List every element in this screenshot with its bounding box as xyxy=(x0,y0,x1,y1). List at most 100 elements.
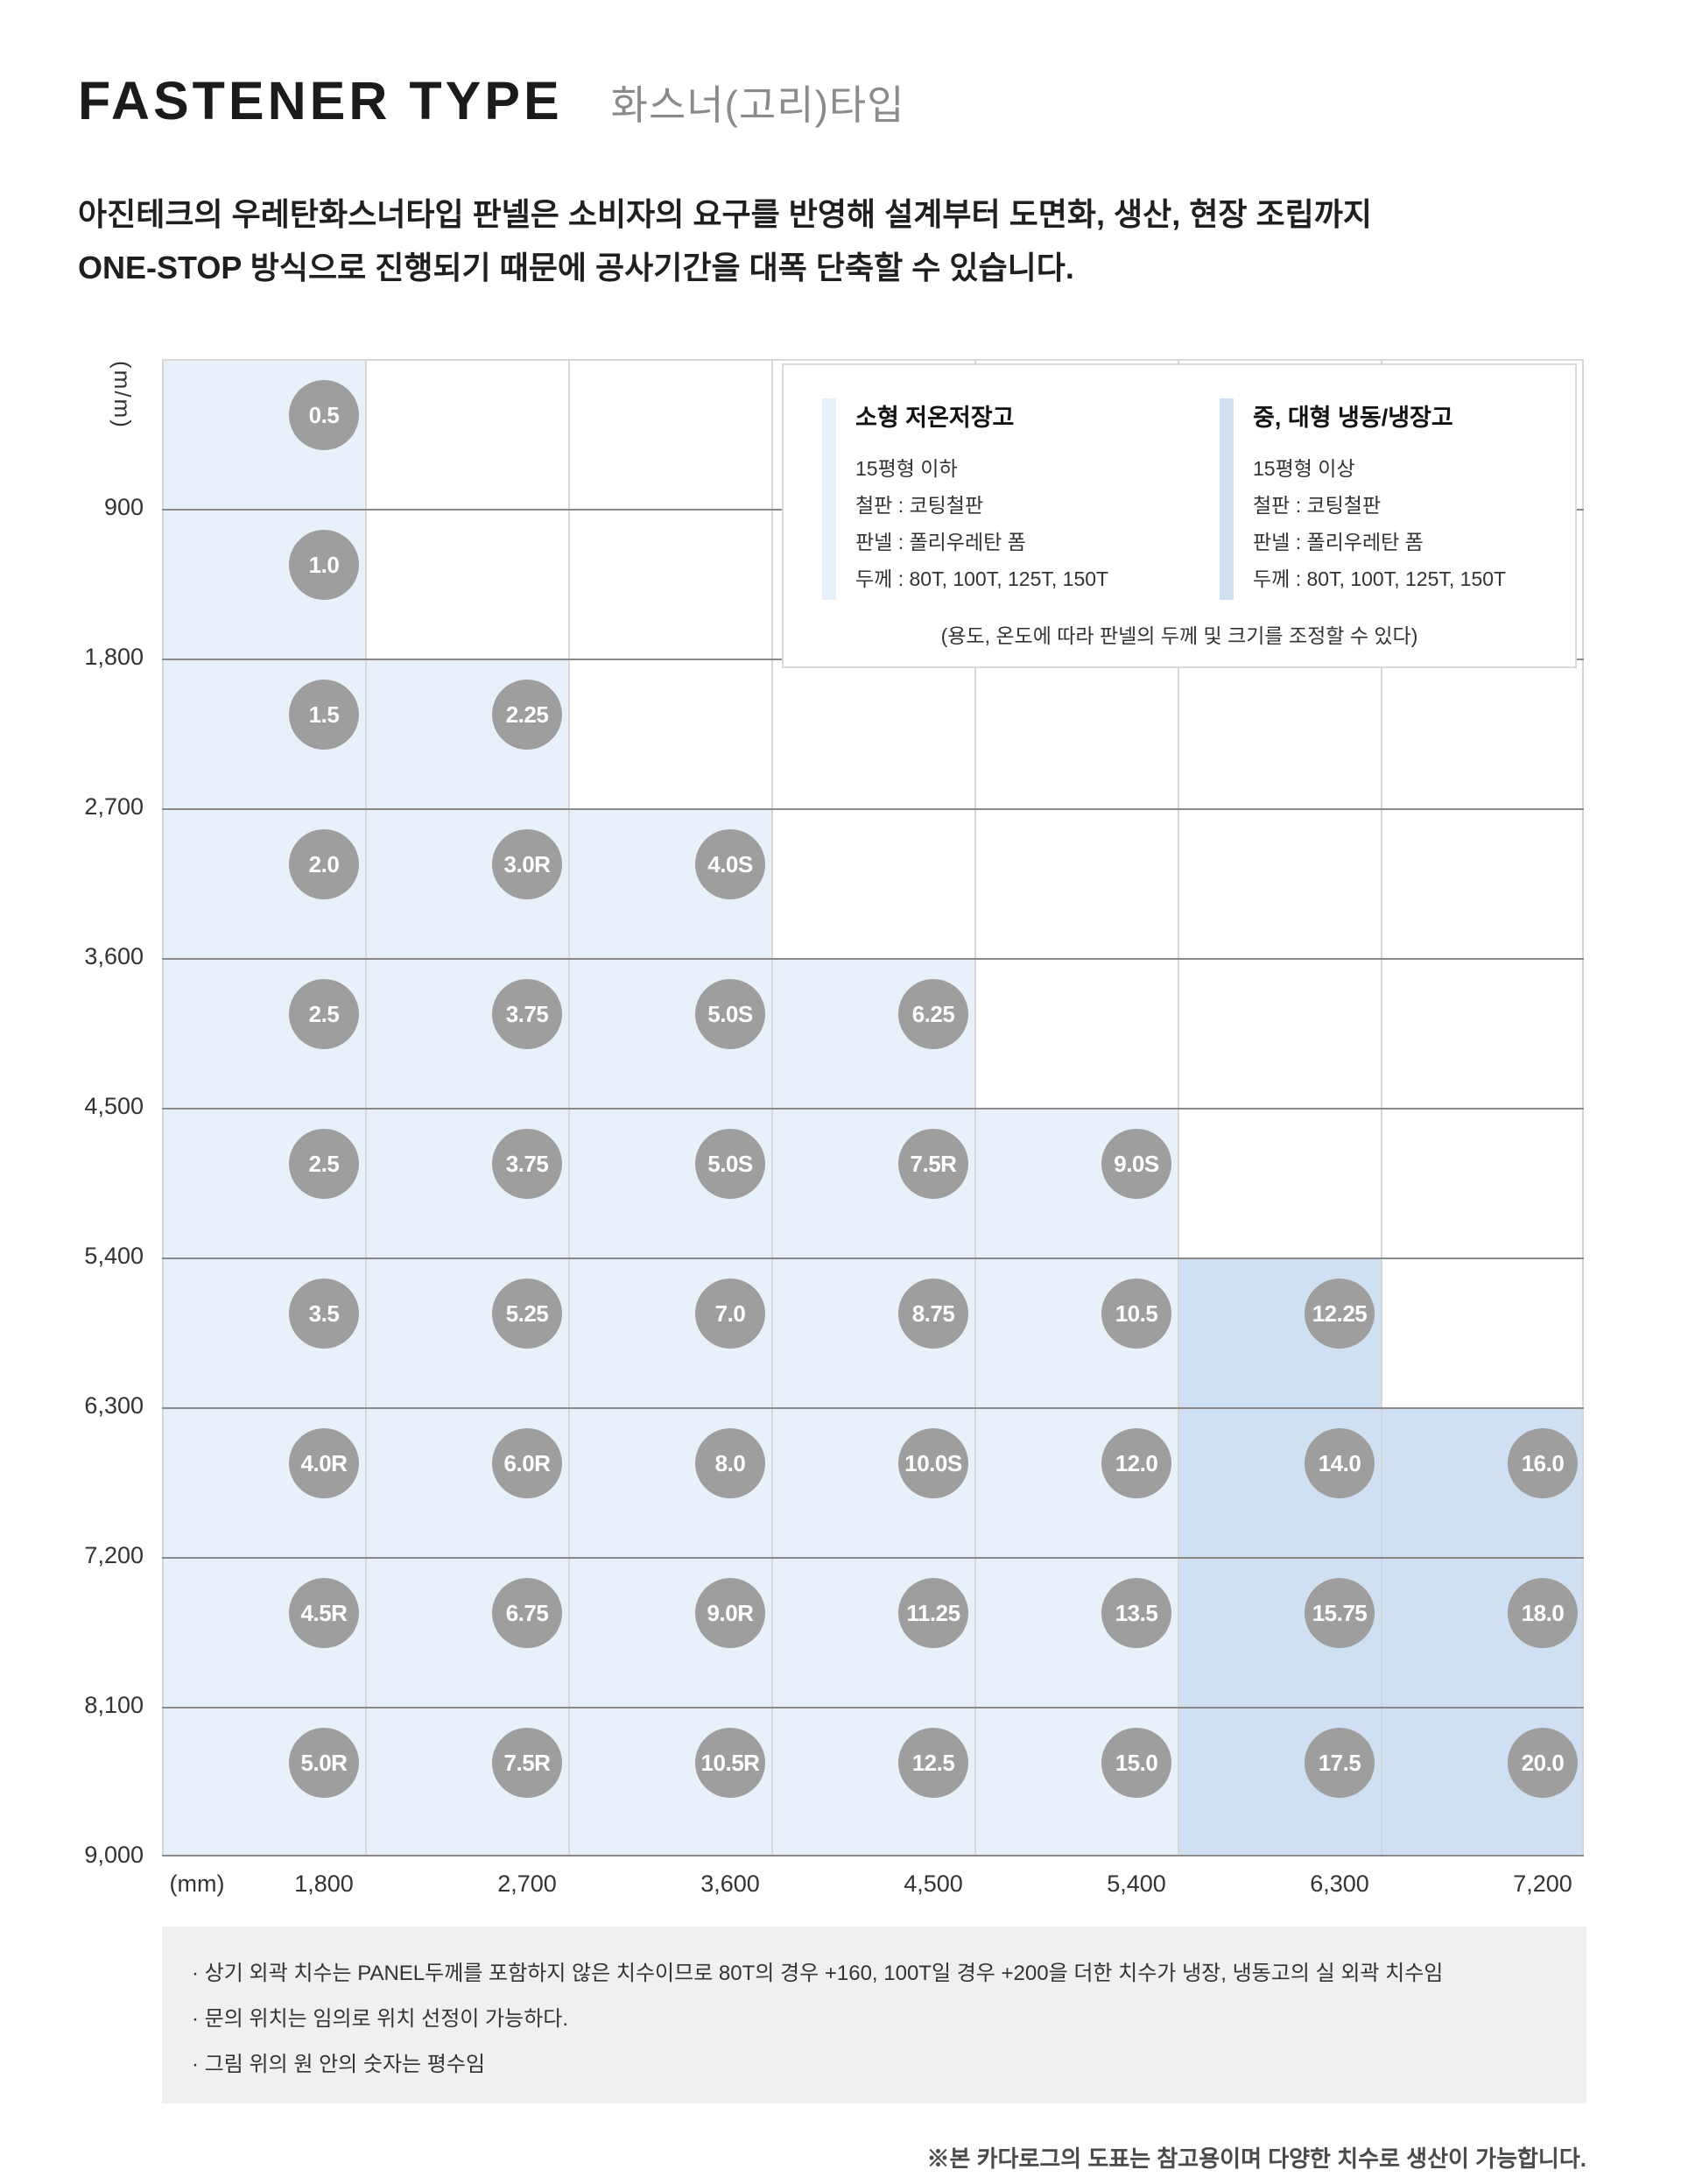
y-tick: 5,400 xyxy=(84,1243,144,1269)
size-circle: 7.5R xyxy=(898,1129,968,1199)
size-circle: 5.0S xyxy=(695,979,765,1049)
size-circle: 4.5R xyxy=(289,1578,359,1648)
size-circle: 5.0R xyxy=(289,1728,359,1798)
legend-line: 15평형 이하 xyxy=(855,457,958,480)
description-line: 아진테크의 우레탄화스너타입 판넬은 소비자의 요구를 반영해 설계부터 도면화… xyxy=(78,196,1372,232)
size-circle: 15.75 xyxy=(1305,1578,1375,1648)
x-tick: 2,700 xyxy=(497,1870,557,1897)
x-tick: 7,200 xyxy=(1513,1870,1572,1897)
size-circle: 9.0R xyxy=(695,1578,765,1648)
size-circle: 2.5 xyxy=(289,1129,359,1199)
size-circle: 8.75 xyxy=(898,1279,968,1349)
size-circle: 7.0 xyxy=(695,1279,765,1349)
y-tick: 900 xyxy=(103,494,144,520)
x-axis-unit: (mm) xyxy=(169,1870,225,1897)
size-circle: 8.0 xyxy=(695,1428,765,1498)
size-circle: 4.0R xyxy=(289,1428,359,1498)
legend-line: 철판 : 코팅철판 xyxy=(855,494,984,517)
notes-box: · 상기 외곽 치수는 PANEL두께를 포함하지 않은 치수이므로 80T의 … xyxy=(162,1927,1586,2103)
legend-swatch-small xyxy=(822,398,836,600)
note-line: · 문의 위치는 임의로 위치 선정이 가능하다. xyxy=(192,2007,569,2031)
grid-hline xyxy=(162,1407,1584,1409)
y-axis-unit: (m/m) xyxy=(109,361,136,429)
size-circle: 12.25 xyxy=(1305,1279,1375,1349)
legend-box: 소형 저온저장고 15평형 이하 철판 : 코팅철판 판넬 : 폴리우레탄 폼 … xyxy=(782,363,1577,668)
grid-hline xyxy=(162,958,1584,960)
grid-hline xyxy=(162,1557,1584,1559)
page-title: FASTENER TYPE xyxy=(78,71,563,130)
page-description: 아진테크의 우레탄화스너타입 판넬은 소비자의 요구를 반영해 설계부터 도면화… xyxy=(78,187,1372,294)
y-tick: 1,800 xyxy=(84,644,144,670)
legend-entry-large: 중, 대형 냉동/냉장고 15평형 이상 철판 : 코팅철판 판넬 : 폴리우레… xyxy=(1220,398,1506,600)
legend-text-large: 중, 대형 냉동/냉장고 15평형 이상 철판 : 코팅철판 판넬 : 폴리우레… xyxy=(1253,398,1506,600)
size-circle: 3.75 xyxy=(492,979,562,1049)
y-tick: 3,600 xyxy=(84,943,144,969)
size-circle: 5.0S xyxy=(695,1129,765,1199)
size-circle: 6.0R xyxy=(492,1428,562,1498)
page-subtitle: 화스너(고리)타입 xyxy=(610,82,905,128)
legend-line: 15평형 이상 xyxy=(1253,457,1355,480)
y-tick: 9,000 xyxy=(84,1842,144,1868)
size-circle: 9.0S xyxy=(1101,1129,1171,1199)
y-tick: 4,500 xyxy=(84,1093,144,1119)
size-circle: 2.0 xyxy=(289,829,359,899)
size-circle: 3.5 xyxy=(289,1279,359,1349)
legend-line: 두께 : 80T, 100T, 125T, 150T xyxy=(855,567,1109,590)
size-circle: 11.25 xyxy=(898,1578,968,1648)
x-tick: 1,800 xyxy=(294,1870,354,1897)
size-circle: 3.0R xyxy=(492,829,562,899)
legend-line: 판넬 : 폴리우레탄 폼 xyxy=(855,531,1026,553)
grid-hline xyxy=(162,1855,1584,1856)
grid-hline xyxy=(162,808,1584,810)
legend-line: 철판 : 코팅철판 xyxy=(1253,494,1382,517)
size-circle: 17.5 xyxy=(1305,1728,1375,1798)
size-circle: 0.5 xyxy=(289,380,359,450)
y-tick: 6,300 xyxy=(84,1392,144,1419)
x-tick: 3,600 xyxy=(700,1870,760,1897)
size-circle: 1.0 xyxy=(289,530,359,600)
size-circle: 13.5 xyxy=(1101,1578,1171,1648)
y-tick: 2,700 xyxy=(84,793,144,820)
size-circle: 2.25 xyxy=(492,680,562,750)
disclaimer: ※본 카다로그의 도표는 참고용이며 다양한 치수로 생산이 가능합니다. xyxy=(926,2145,1586,2172)
size-circle: 12.5 xyxy=(898,1728,968,1798)
y-tick: 8,100 xyxy=(84,1692,144,1718)
legend-line: 판넬 : 폴리우레탄 폼 xyxy=(1253,531,1424,553)
size-circle: 7.5R xyxy=(492,1728,562,1798)
size-circle: 20.0 xyxy=(1508,1728,1578,1798)
size-circle: 10.5R xyxy=(695,1728,765,1798)
size-circle: 4.0S xyxy=(695,829,765,899)
x-tick: 4,500 xyxy=(904,1870,963,1897)
y-tick: 7,200 xyxy=(84,1542,144,1568)
legend-title: 중, 대형 냉동/냉장고 xyxy=(1253,405,1453,431)
size-circle: 18.0 xyxy=(1508,1578,1578,1648)
description-line: ONE-STOP 방식으로 진행되기 때문에 공사기간을 대폭 단축할 수 있습… xyxy=(78,250,1074,285)
page-header: FASTENER TYPE 화스너(고리)타입 xyxy=(78,70,905,131)
size-circle: 16.0 xyxy=(1508,1428,1578,1498)
legend-entry-small: 소형 저온저장고 15평형 이하 철판 : 코팅철판 판넬 : 폴리우레탄 폼 … xyxy=(822,398,1108,600)
legend-text-small: 소형 저온저장고 15평형 이하 철판 : 코팅철판 판넬 : 폴리우레탄 폼 … xyxy=(855,398,1108,600)
grid-hline xyxy=(162,359,1584,361)
legend-footnote: (용도, 온도에 따라 판넬의 두께 및 크기를 조정할 수 있다) xyxy=(940,624,1418,647)
note-line: · 그림 위의 원 안의 숫자는 평수임 xyxy=(192,2053,486,2076)
size-circle: 6.75 xyxy=(492,1578,562,1648)
note-line: · 상기 외곽 치수는 PANEL두께를 포함하지 않은 치수이므로 80T의 … xyxy=(192,1962,1444,1985)
size-circle: 10.0S xyxy=(898,1428,968,1498)
size-circle: 6.25 xyxy=(898,979,968,1049)
size-circle: 10.5 xyxy=(1101,1279,1171,1349)
grid-hline xyxy=(162,1258,1584,1259)
panel-grid: 0.5 1.0 1.5 2.25 2.0 3.0R 4.0S 2.5 3.75 5.0S 6.25 2… xyxy=(162,359,1584,1856)
size-circle: 1.5 xyxy=(289,680,359,750)
size-circle: 5.25 xyxy=(492,1279,562,1349)
size-circle: 3.75 xyxy=(492,1129,562,1199)
legend-title: 소형 저온저장고 xyxy=(855,405,1015,431)
size-circle: 15.0 xyxy=(1101,1728,1171,1798)
size-circle: 12.0 xyxy=(1101,1428,1171,1498)
legend-line: 두께 : 80T, 100T, 125T, 150T xyxy=(1253,567,1507,590)
size-circle: 2.5 xyxy=(289,979,359,1049)
legend-swatch-large xyxy=(1220,398,1234,600)
x-tick: 6,300 xyxy=(1310,1870,1369,1897)
size-circle: 14.0 xyxy=(1305,1428,1375,1498)
grid-hline xyxy=(162,1108,1584,1110)
grid-hline xyxy=(162,1707,1584,1708)
